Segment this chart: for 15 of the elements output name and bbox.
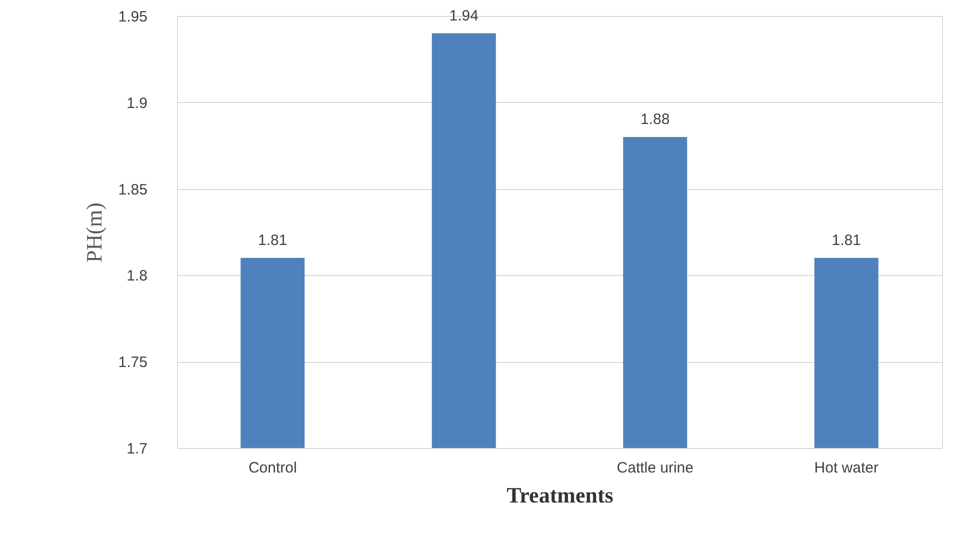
y-tick-label: 1.95 [118, 8, 148, 26]
x-tick-label: Cattle urine [616, 460, 694, 476]
data-label: 1.81 [832, 232, 861, 249]
y-tick-label: 1.8 [126, 268, 148, 285]
data-label: 1.88 [640, 110, 670, 128]
y-axis-title: PH(m) [81, 202, 106, 262]
data-label: 1.94 [449, 7, 478, 24]
data-label: 1.81 [258, 232, 288, 249]
y-tick-label: 1.85 [118, 181, 148, 198]
y-tick-label: 1.7 [126, 440, 148, 458]
y-tick-label: 1.75 [118, 354, 148, 372]
x-tick-label: Control [248, 460, 297, 476]
x-tick-label: Hot water [814, 460, 878, 476]
y-tick-label: 1.9 [126, 94, 148, 112]
x-axis-title: Treatments [506, 482, 614, 508]
